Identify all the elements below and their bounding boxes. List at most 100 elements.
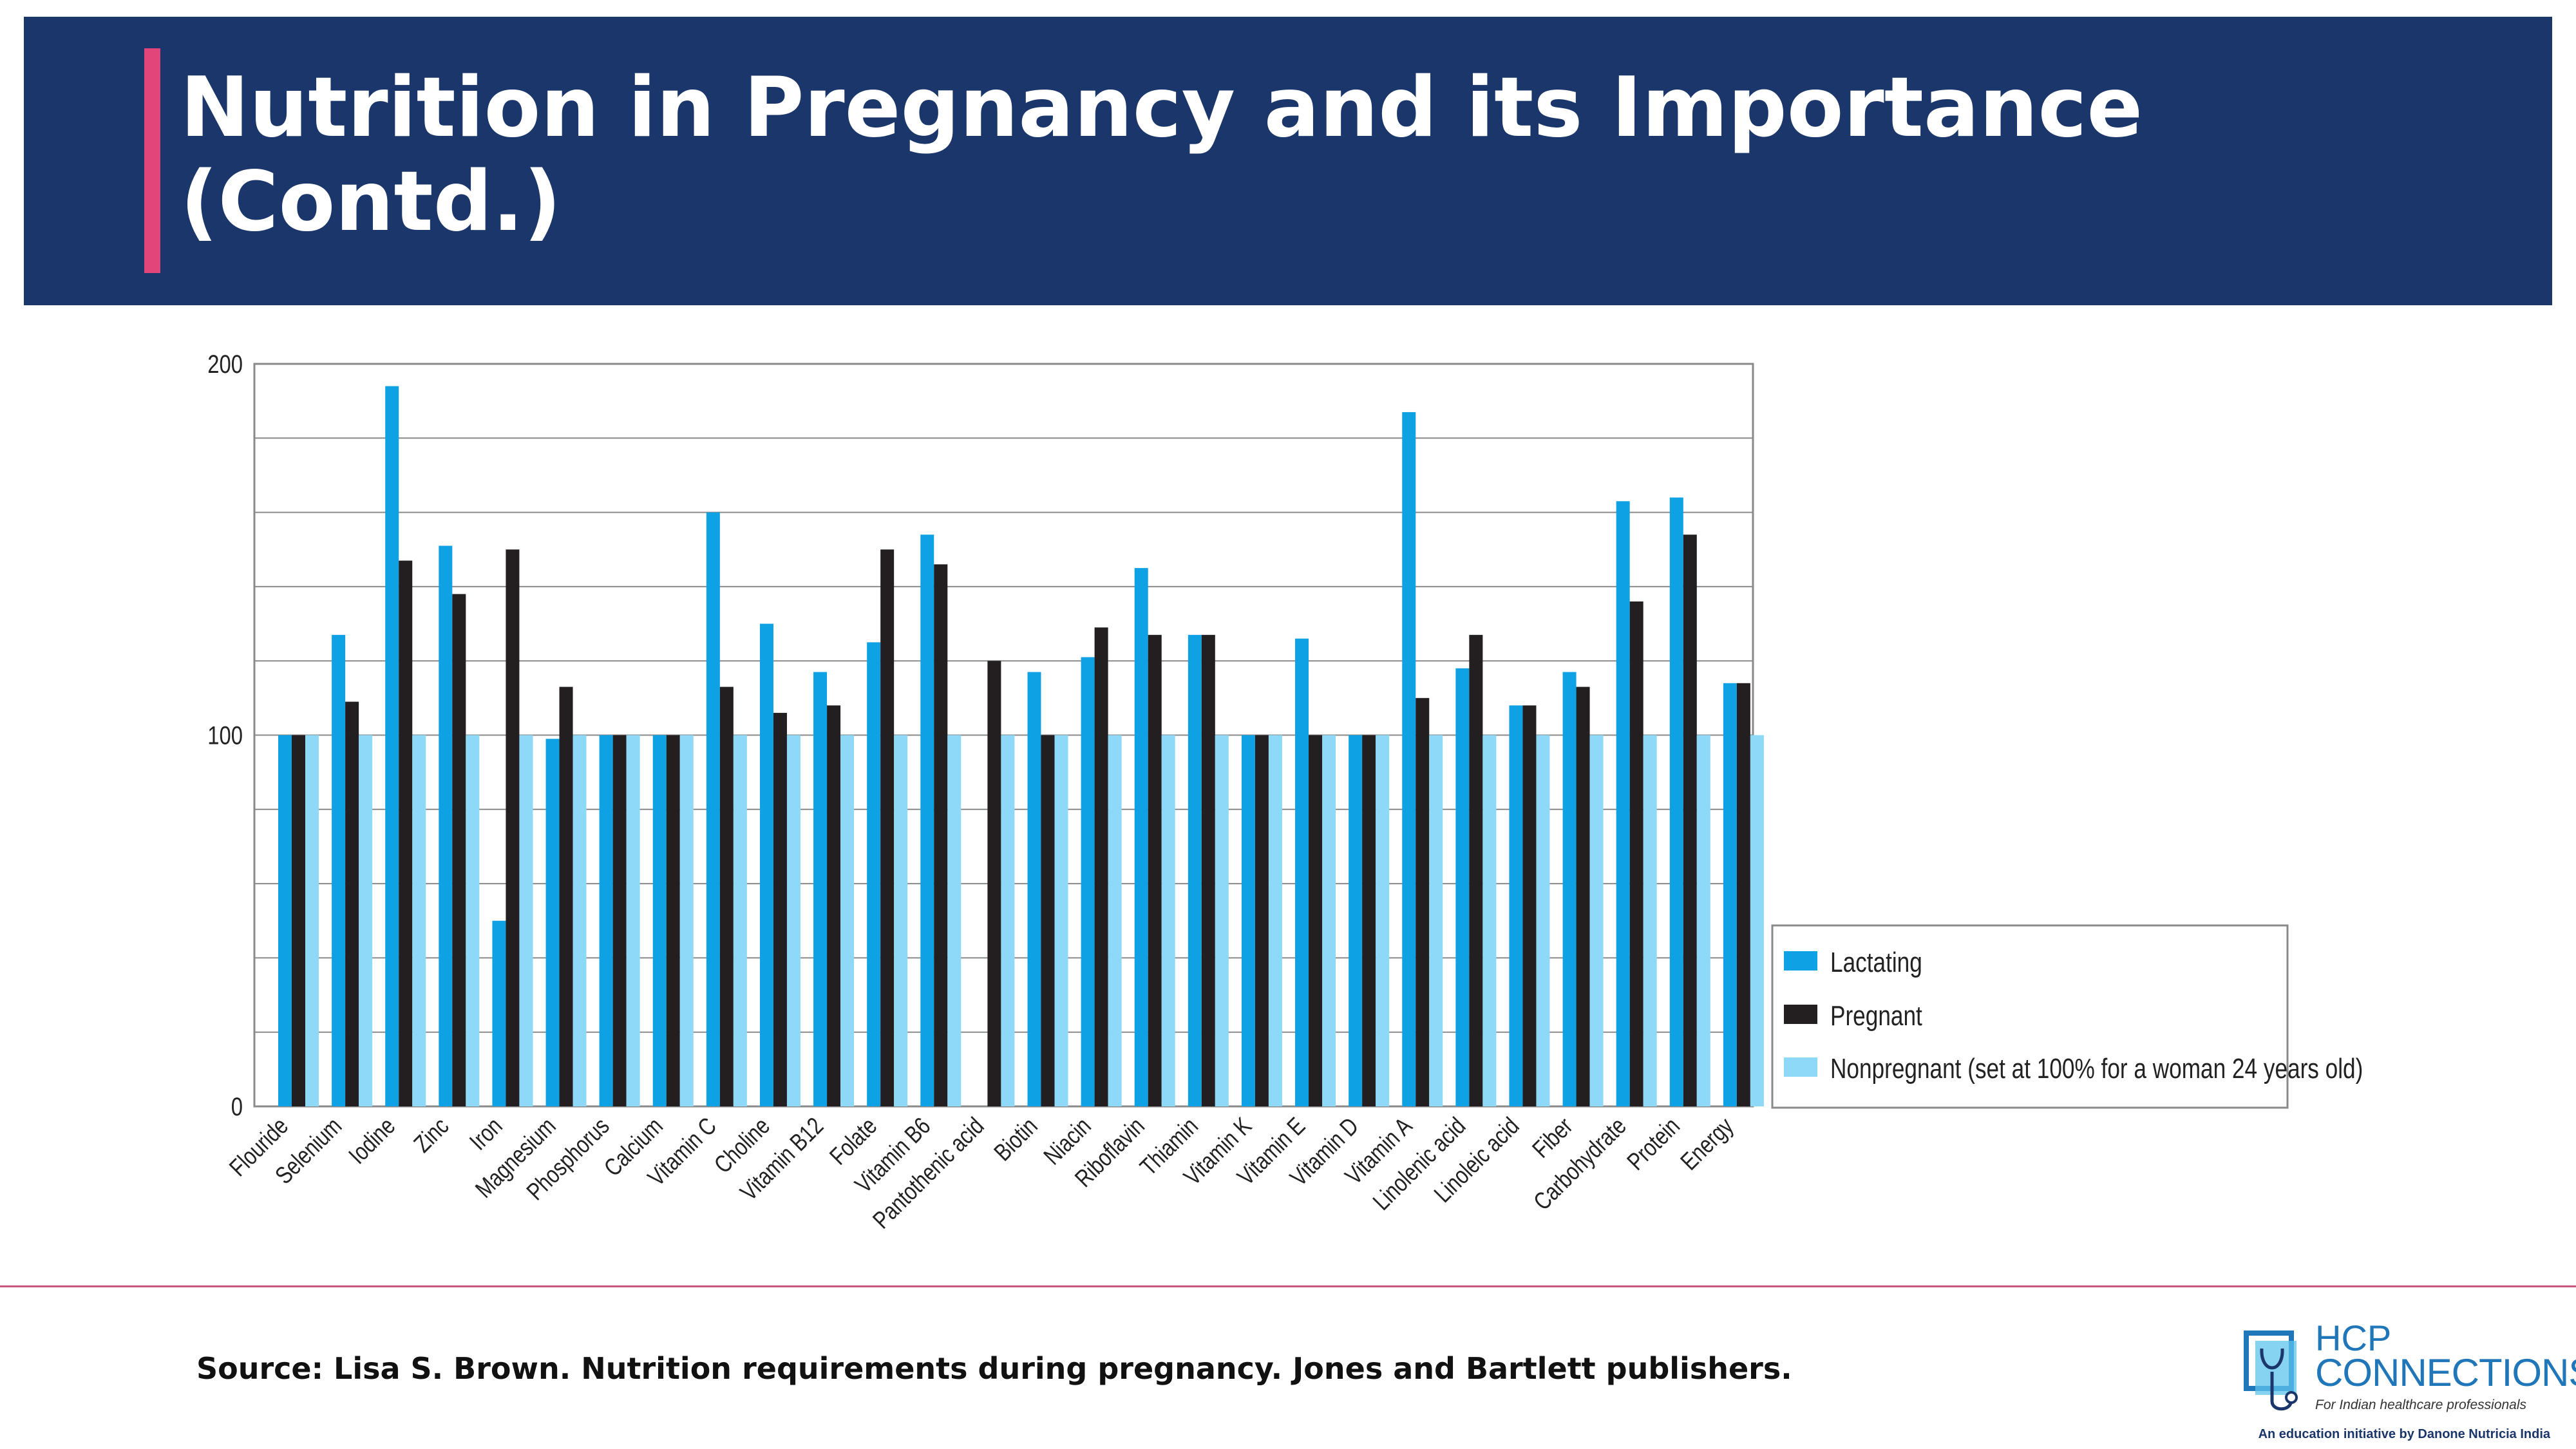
bar-nonpregnant-calcium [679, 735, 694, 1106]
y-axis-ticks: 0 100 200 [207, 350, 243, 1121]
title-accent-bar [144, 48, 160, 273]
bar-nonpregnant-pantothenic-acid [1001, 735, 1015, 1106]
bar-pregnant-protein [1683, 535, 1697, 1106]
bar-nonpregnant-linoleic-acid [1536, 735, 1550, 1106]
bar-pregnant-fiber [1576, 687, 1590, 1106]
bar-lactating-linoleic-acid [1509, 705, 1523, 1106]
bar-pregnant-biotin [1041, 735, 1055, 1106]
bar-lactating-choline [759, 623, 773, 1106]
bar-lactating-vitamin-e [1295, 638, 1309, 1106]
bar-pregnant-vitamin-b12 [827, 705, 841, 1106]
bar-pregnant-vitamin-a [1416, 697, 1430, 1106]
x-tick-label-iodine: Iodine [344, 1113, 401, 1170]
bar-pregnant-vitamin-c [719, 687, 734, 1106]
chart-legend: Lactating Pregnant Nonpregnant (set at 100… [1771, 924, 2363, 1109]
bar-pregnant-thiamin [1201, 634, 1215, 1106]
bar-lactating-riboflavin [1134, 568, 1148, 1106]
bar-pregnant-iodine [399, 560, 413, 1106]
x-tick-label-protein: Protein [1622, 1113, 1685, 1176]
bar-nonpregnant-choline [786, 735, 800, 1106]
bar-pregnant-flouride [292, 735, 305, 1106]
x-tick-label-zinc: Zinc [409, 1113, 454, 1158]
footer-divider [0, 1285, 2576, 1287]
bar-nonpregnant-vitamin-b6 [947, 735, 961, 1106]
bar-nonpregnant-vitamin-k [1268, 735, 1282, 1106]
bar-lactating-vitamin-b12 [813, 672, 828, 1106]
bar-nonpregnant-folate [894, 735, 908, 1106]
legend-label-nonpregnant: Nonpregnant (set at 100% for a woman 24 … [1830, 1053, 2363, 1084]
bar-nonpregnant-thiamin [1215, 735, 1229, 1106]
bar-lactating-iron [492, 920, 506, 1106]
bar-lactating-thiamin [1188, 634, 1202, 1106]
bar-pregnant-niacin [1094, 627, 1108, 1106]
bar-pregnant-vitamin-e [1309, 735, 1323, 1106]
x-tick-label-iron: Iron [465, 1113, 508, 1156]
bar-pregnant-vitamin-d [1362, 735, 1376, 1106]
bar-pregnant-vitamin-k [1255, 735, 1269, 1106]
bar-pregnant-zinc [452, 594, 466, 1106]
bar-pregnant-riboflavin [1148, 634, 1162, 1106]
title-banner [24, 17, 2552, 305]
bar-lactating-iodine [385, 386, 399, 1106]
bar-nonpregnant-iodine [412, 735, 426, 1106]
bar-nonpregnant-riboflavin [1161, 735, 1175, 1106]
bar-pregnant-linoleic-acid [1522, 705, 1537, 1106]
bar-nonpregnant-iron [519, 735, 533, 1106]
bar-pregnant-linolenic-acid [1469, 634, 1483, 1106]
slide-title: Nutrition in Pregnancy and its Importanc… [180, 60, 2143, 250]
bar-nonpregnant-protein [1696, 735, 1710, 1106]
bar-lactating-energy [1723, 683, 1737, 1106]
legend-label-lactating: Lactating [1830, 947, 1922, 978]
bar-pregnant-magnesium [559, 687, 573, 1106]
bar-pregnant-calcium [666, 735, 680, 1106]
bar-pregnant-phosphorus [612, 735, 627, 1106]
bar-lactating-vitamin-a [1402, 412, 1416, 1106]
bar-lactating-biotin [1027, 672, 1041, 1106]
x-tick-label-energy: Energy [1676, 1112, 1739, 1175]
y-tick-label: 100 [207, 721, 243, 750]
bar-lactating-magnesium [545, 739, 560, 1106]
bar-nonpregnant-vitamin-c [733, 735, 747, 1106]
y-tick-label: 200 [207, 350, 243, 379]
bar-lactating-calcium [652, 735, 667, 1106]
bar-lactating-fiber [1562, 672, 1577, 1106]
bar-pregnant-selenium [345, 701, 359, 1106]
logo-initiative-text: An education initiative by Danone Nutric… [2258, 1427, 2550, 1441]
legend-box [1771, 924, 2289, 1109]
bar-lactating-protein [1669, 497, 1683, 1106]
bar-nonpregnant-vitamin-e [1322, 735, 1336, 1106]
bar-lactating-folate [867, 642, 881, 1106]
bar-lactating-vitamin-k [1241, 735, 1255, 1106]
bar-nonpregnant-niacin [1108, 735, 1122, 1106]
y-tick-label: 0 [231, 1092, 243, 1121]
stethoscope-icon [2244, 1331, 2298, 1411]
logo-hcp-text: HCP [2315, 1318, 2392, 1358]
bar-pregnant-vitamin-b6 [934, 564, 948, 1106]
bar-nonpregnant-vitamin-a [1429, 735, 1443, 1106]
bar-lactating-vitamin-c [706, 512, 720, 1106]
legend-swatch-pregnant [1784, 1005, 1817, 1024]
bar-nonpregnant-biotin [1054, 735, 1068, 1106]
bar-nonpregnant-carbohydrate [1643, 735, 1657, 1106]
bar-nonpregnant-flouride [305, 735, 319, 1106]
source-citation: Source: Lisa S. Brown. Nutrition require… [196, 1351, 1792, 1386]
bar-pregnant-carbohydrate [1629, 601, 1643, 1106]
bar-pregnant-iron [506, 549, 520, 1106]
bar-lactating-carbohydrate [1616, 501, 1630, 1106]
bar-lactating-flouride [278, 735, 292, 1106]
bar-nonpregnant-fiber [1589, 735, 1604, 1106]
legend-swatch-nonpregnant [1784, 1057, 1817, 1077]
bar-nonpregnant-zinc [466, 735, 480, 1106]
bar-nonpregnant-vitamin-b12 [840, 735, 855, 1106]
bar-lactating-selenium [332, 634, 346, 1106]
bar-lactating-niacin [1081, 657, 1095, 1106]
x-tick-label-biotin: Biotin [989, 1113, 1043, 1166]
bar-lactating-vitamin-d [1349, 735, 1363, 1106]
bar-pregnant-folate [880, 549, 895, 1106]
bar-lactating-phosphorus [599, 735, 613, 1106]
bar-nonpregnant-selenium [359, 735, 373, 1106]
bar-lactating-linolenic-acid [1455, 668, 1470, 1106]
bar-pregnant-pantothenic-acid [987, 661, 1001, 1106]
